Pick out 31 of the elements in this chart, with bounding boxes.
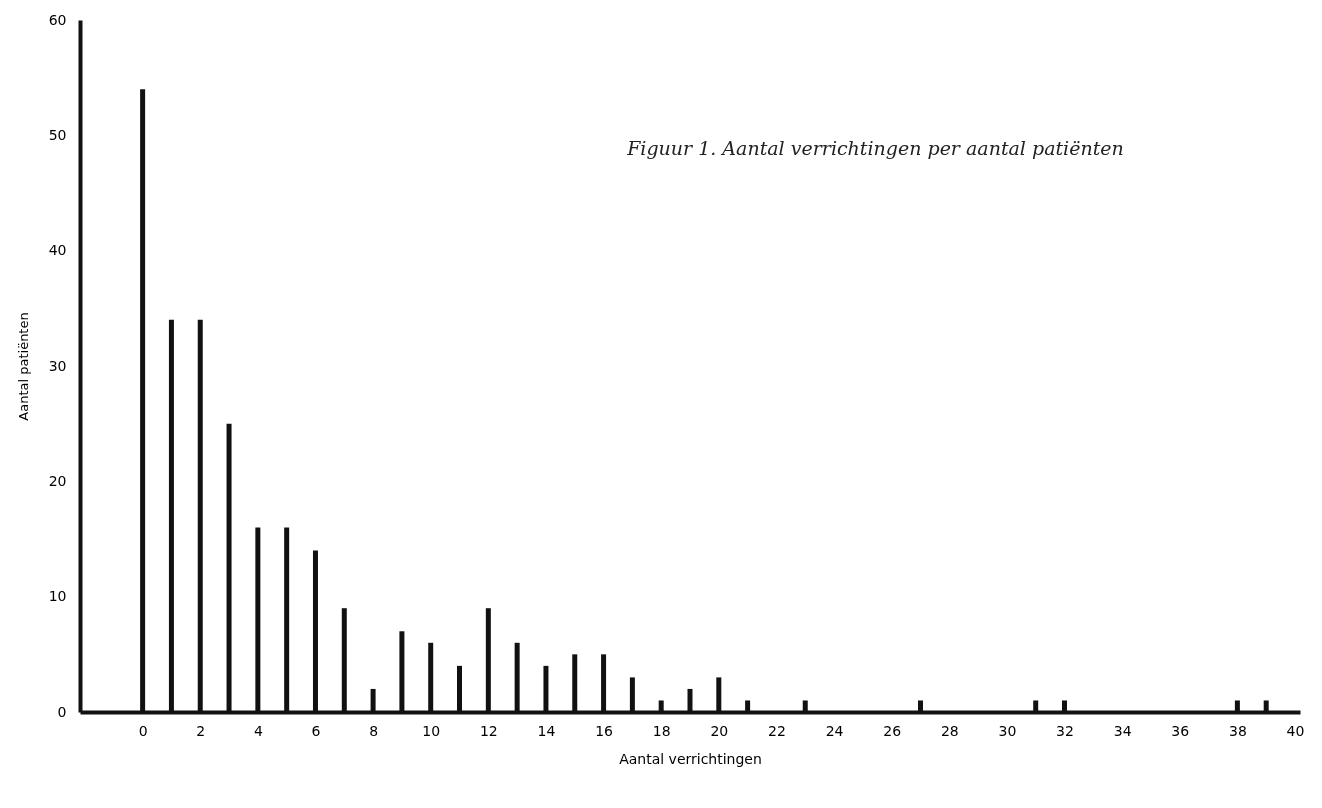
x-tick-label: 2 — [196, 722, 206, 739]
text: Figuur 1. Aantal verrichtingen per aantal patiënten — [626, 137, 1124, 159]
y-tick-label: 50 — [48, 126, 67, 143]
y-tick-label: 30 — [48, 357, 67, 374]
x-tick-label: 38 — [1228, 722, 1247, 739]
x-tick-label: 24 — [825, 722, 844, 739]
x-tick-label: 36 — [1171, 722, 1190, 739]
x-tick-label: 12 — [479, 722, 498, 739]
x-tick-label: 18 — [652, 722, 671, 739]
y-axis-title: Aantal patiënten — [15, 312, 31, 421]
y-tick-label: 40 — [48, 242, 67, 259]
x-tick-label: 4 — [253, 722, 263, 739]
x-tick-label: 22 — [768, 722, 786, 739]
x-axis-title: Aantal verrichtingen — [619, 750, 762, 767]
x-tick-label: 26 — [883, 722, 902, 739]
x-tick-label: 34 — [1113, 722, 1132, 739]
x-tick-label: 30 — [998, 722, 1017, 739]
y-tick-label: 20 — [48, 472, 67, 489]
y-tick-label: 10 — [48, 588, 67, 605]
x-tick-label: 40 — [1286, 722, 1305, 739]
x-tick-label: 14 — [537, 722, 556, 739]
x-tick-label: 32 — [1056, 722, 1074, 739]
x-tick-label: 6 — [311, 722, 321, 739]
y-tick-label: 60 — [48, 11, 67, 28]
x-tick-label: 20 — [710, 722, 729, 739]
x-tick-label: 16 — [595, 722, 614, 739]
x-tick-label: 10 — [422, 722, 441, 739]
x-tick-label: 8 — [369, 722, 379, 739]
x-tick-label: 0 — [138, 722, 148, 739]
y-tick-label: 0 — [57, 703, 67, 720]
x-tick-label: 28 — [940, 722, 959, 739]
